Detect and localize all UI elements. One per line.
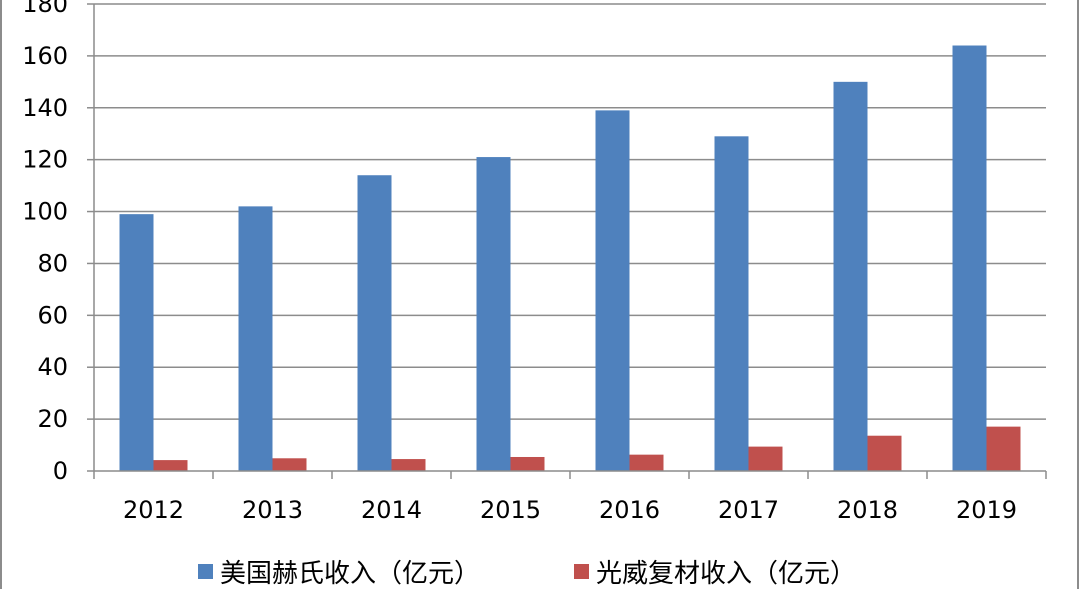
bar-guangwei [986,426,1021,471]
y-tick-label: 60 [37,301,68,329]
x-tick-label: 2017 [718,496,779,524]
x-tick-label: 2019 [956,496,1017,524]
y-tick-label: 180 [22,0,68,18]
bar-hexcel [357,175,392,471]
y-tick-label: 140 [22,94,68,122]
bar-guangwei [391,459,426,471]
y-tick-label: 100 [22,198,68,226]
x-tick-label: 2016 [599,496,660,524]
bar-guangwei [510,456,545,471]
y-tick-label: 40 [37,353,68,381]
gridlines [94,3,1046,420]
x-tick-label: 2012 [123,496,184,524]
bar-hexcel [714,136,749,472]
x-tick-label: 2014 [361,496,422,524]
y-tick-label: 160 [22,42,68,70]
bars [119,45,1021,472]
y-tick-label: 0 [53,457,68,485]
bar-hexcel [833,81,868,471]
bar-guangwei [153,460,188,471]
bar-hexcel [595,110,630,471]
bar-guangwei [867,435,902,471]
x-tick-label: 2013 [242,496,303,524]
y-tick-label: 120 [22,146,68,174]
y-tick-label: 80 [37,249,68,277]
y-axis: 0 20 40 60 80 100 120 140 160 180 [22,0,95,485]
legend-swatch-guangwei [574,564,589,579]
bar-guangwei [629,454,664,471]
bar-hexcel [119,214,154,471]
bar-guangwei [272,458,307,471]
legend: 美国赫氏收入（亿元） 光威复材收入（亿元） [198,559,856,589]
bar-hexcel [952,45,987,472]
x-axis: 2012 2013 2014 2015 2016 2017 2018 2019 [93,470,1047,524]
y-tick-label: 20 [37,405,68,433]
x-tick-label: 2018 [837,496,898,524]
legend-label-hexcel: 美国赫氏收入（亿元） [220,559,480,589]
legend-swatch-hexcel [198,564,213,579]
legend-label-guangwei: 光威复材收入（亿元） [596,559,856,589]
bar-hexcel [476,157,511,472]
bar-guangwei [748,446,783,471]
bar-hexcel [238,206,273,471]
x-tick-label: 2015 [480,496,541,524]
